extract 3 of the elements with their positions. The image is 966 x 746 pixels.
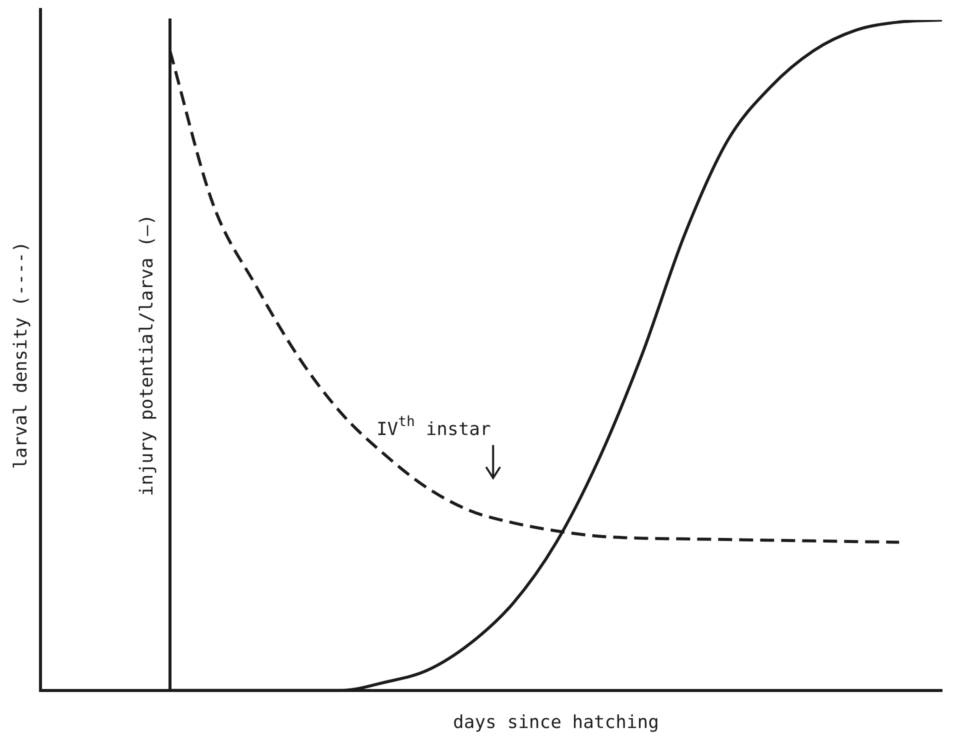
x-axis-title: days since hatching: [453, 712, 659, 733]
text: larval density (----): [10, 241, 32, 469]
y-axis-title: injury potential/larva (—): [136, 214, 158, 496]
